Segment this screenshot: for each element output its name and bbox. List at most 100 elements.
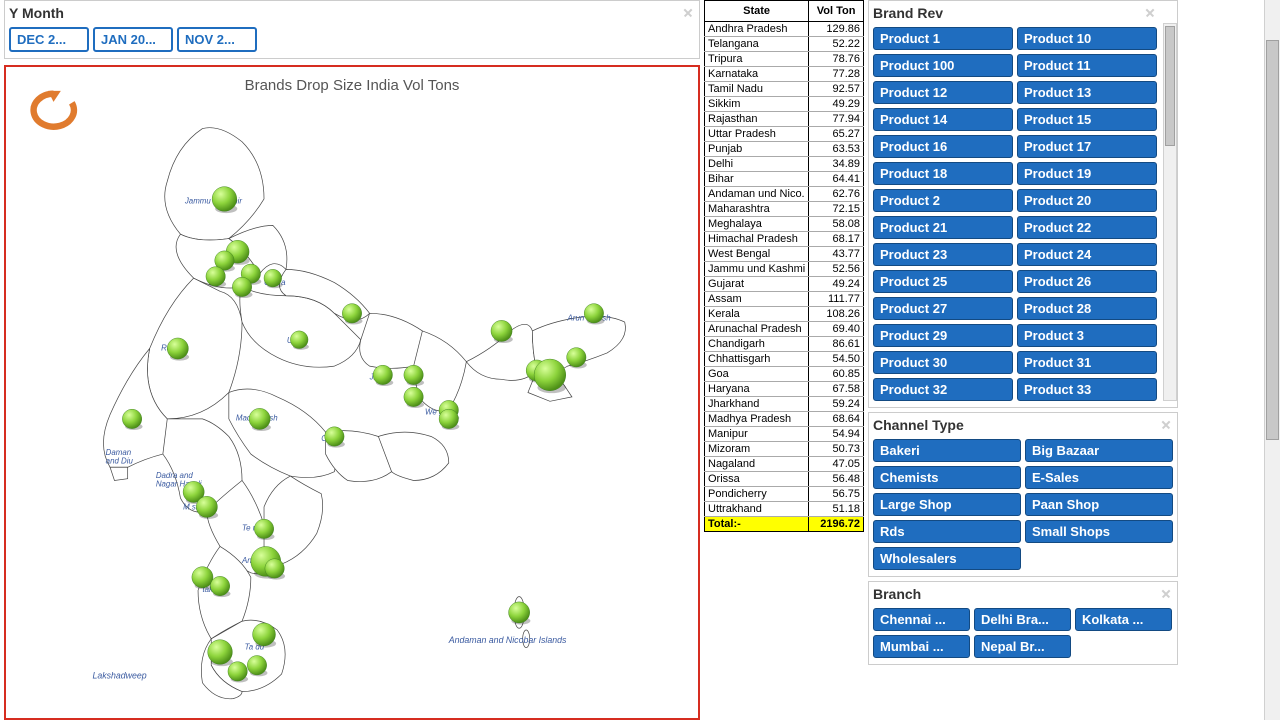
month-button[interactable]: JAN 20... (93, 27, 173, 52)
product-button[interactable]: Product 24 (1017, 243, 1157, 266)
month-button[interactable]: NOV 2... (177, 27, 257, 52)
volume-bubble[interactable] (584, 304, 603, 323)
product-button[interactable]: Product 29 (873, 324, 1013, 347)
volume-bubble[interactable] (254, 519, 273, 538)
table-row: Arunachal Pradesh69.40 (705, 322, 864, 337)
table-row: Karnataka77.28 (705, 67, 864, 82)
volume-bubble[interactable] (534, 359, 566, 391)
channel-items: BakeriBig BazaarChemistsE-SalesLarge Sho… (873, 439, 1173, 570)
channel-button[interactable]: Rds (873, 520, 1021, 543)
product-button[interactable]: Product 100 (873, 54, 1013, 77)
product-button[interactable]: Product 21 (873, 216, 1013, 239)
volume-bubble[interactable] (404, 387, 423, 406)
channel-button[interactable]: Large Shop (873, 493, 1021, 516)
product-button[interactable]: Product 20 (1017, 189, 1157, 212)
product-button[interactable]: Product 2 (873, 189, 1013, 212)
table-row: Jharkhand59.24 (705, 397, 864, 412)
branch-title: Branch (873, 586, 921, 602)
product-button[interactable]: Product 12 (873, 81, 1013, 104)
volume-bubble[interactable] (264, 269, 282, 287)
branch-button[interactable]: Chennai ... (873, 608, 970, 631)
clear-filter-icon[interactable] (1143, 6, 1157, 20)
volume-bubble[interactable] (342, 304, 361, 323)
table-total-row: Total:-2196.72 (705, 517, 864, 532)
volume-bubble[interactable] (247, 656, 266, 675)
product-button[interactable]: Product 31 (1017, 351, 1157, 374)
branch-button[interactable]: Mumbai ... (873, 635, 970, 658)
volume-bubble[interactable] (290, 331, 308, 349)
branch-button[interactable]: Kolkata ... (1075, 608, 1172, 631)
volume-bubble[interactable] (253, 623, 276, 646)
table-row: Himachal Pradesh68.17 (705, 232, 864, 247)
product-button[interactable]: Product 10 (1017, 27, 1157, 50)
volume-bubble[interactable] (192, 567, 213, 588)
volume-bubble[interactable] (206, 267, 225, 286)
product-button[interactable]: Product 32 (873, 378, 1013, 401)
table-row: Manipur54.94 (705, 427, 864, 442)
product-button[interactable]: Product 27 (873, 297, 1013, 320)
channel-button[interactable]: E-Sales (1025, 466, 1173, 489)
volume-bubble[interactable] (208, 640, 233, 665)
product-button[interactable]: Product 22 (1017, 216, 1157, 239)
volume-bubble[interactable] (491, 320, 512, 341)
table-row: Bihar64.41 (705, 172, 864, 187)
brand-rev-title: Brand Rev (873, 5, 943, 21)
table-row: Andhra Pradesh129.86 (705, 22, 864, 37)
channel-button[interactable]: Chemists (873, 466, 1021, 489)
product-button[interactable]: Product 14 (873, 108, 1013, 131)
table-row: Orissa56.48 (705, 472, 864, 487)
channel-button[interactable]: Big Bazaar (1025, 439, 1173, 462)
volume-bubble[interactable] (265, 559, 284, 578)
product-button[interactable]: Product 19 (1017, 162, 1157, 185)
product-button[interactable]: Product 16 (873, 135, 1013, 158)
volume-bubble[interactable] (196, 496, 217, 517)
product-button[interactable]: Product 33 (1017, 378, 1157, 401)
product-button[interactable]: Product 3 (1017, 324, 1157, 347)
volume-bubble[interactable] (249, 408, 270, 429)
table-row: Telangana52.22 (705, 37, 864, 52)
product-button[interactable]: Product 11 (1017, 54, 1157, 77)
refresh-arrow-icon[interactable] (26, 87, 81, 137)
volume-bubble[interactable] (325, 427, 344, 446)
channel-button[interactable]: Bakeri (873, 439, 1021, 462)
window-scrollbar[interactable] (1264, 0, 1280, 720)
clear-filter-icon[interactable] (1159, 418, 1173, 432)
product-button[interactable]: Product 30 (873, 351, 1013, 374)
branch-button[interactable]: Nepal Br... (974, 635, 1071, 658)
product-button[interactable]: Product 25 (873, 270, 1013, 293)
product-button[interactable]: Product 28 (1017, 297, 1157, 320)
window-scrollbar-thumb[interactable] (1266, 40, 1279, 440)
channel-button[interactable]: Wholesalers (873, 547, 1021, 570)
branch-button[interactable]: Delhi Bra... (974, 608, 1071, 631)
channel-slicer: Channel Type BakeriBig BazaarChemistsE-S… (868, 412, 1178, 577)
volume-bubble[interactable] (210, 576, 229, 595)
product-button[interactable]: Product 23 (873, 243, 1013, 266)
volume-bubble[interactable] (509, 602, 530, 623)
product-button[interactable]: Product 18 (873, 162, 1013, 185)
map-container: Brands Drop Size India Vol Tons (4, 65, 700, 720)
table-row: Punjab63.53 (705, 142, 864, 157)
month-button[interactable]: DEC 2... (9, 27, 89, 52)
volume-bubble[interactable] (567, 348, 586, 367)
volume-bubble[interactable] (212, 187, 237, 212)
clear-filter-icon[interactable] (681, 6, 695, 20)
product-button[interactable]: Product 13 (1017, 81, 1157, 104)
table-row: Rajasthan77.94 (705, 112, 864, 127)
volume-bubble[interactable] (122, 409, 141, 428)
channel-button[interactable]: Small Shops (1025, 520, 1173, 543)
volume-bubble[interactable] (167, 338, 188, 359)
volume-bubble[interactable] (228, 662, 247, 681)
product-button[interactable]: Product 26 (1017, 270, 1157, 293)
channel-button[interactable]: Paan Shop (1025, 493, 1173, 516)
scrollbar-track[interactable] (1163, 23, 1177, 401)
scrollbar-thumb[interactable] (1165, 26, 1175, 146)
volume-bubble[interactable] (232, 277, 251, 296)
table-row: Andaman und Nico.62.76 (705, 187, 864, 202)
volume-bubble[interactable] (404, 365, 423, 384)
product-button[interactable]: Product 1 (873, 27, 1013, 50)
clear-filter-icon[interactable] (1159, 587, 1173, 601)
volume-bubble[interactable] (373, 365, 392, 384)
product-button[interactable]: Product 15 (1017, 108, 1157, 131)
volume-bubble[interactable] (439, 409, 458, 428)
product-button[interactable]: Product 17 (1017, 135, 1157, 158)
